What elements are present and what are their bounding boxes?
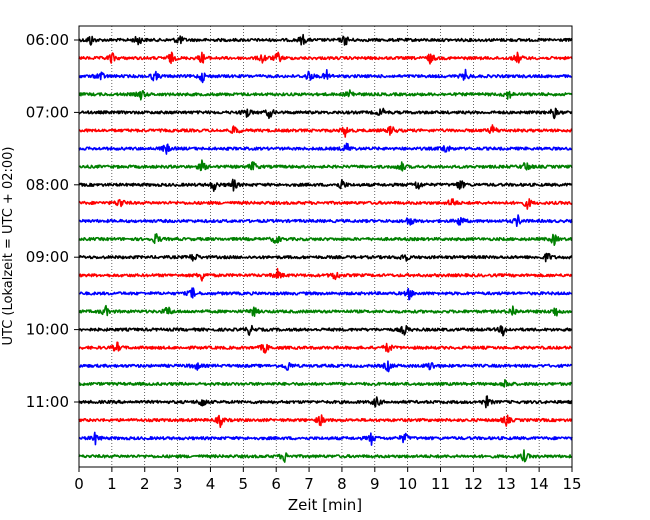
x-tick-label: 3 <box>173 475 183 493</box>
y-tick-label: 07:00 <box>26 103 69 121</box>
trace-0645 <box>78 89 573 101</box>
trace-0930 <box>78 287 573 301</box>
trace-0745 <box>78 159 573 172</box>
y-axis-label: UTC (Lokalzeit = UTC + 02:00) <box>1 147 16 346</box>
trace-0700 <box>78 107 573 120</box>
y-axis: 06:00 07:00 08:00 09:00 10:00 11:00 <box>26 31 79 411</box>
x-tick-label: 14 <box>530 475 549 493</box>
x-tick-label: 6 <box>271 475 281 493</box>
y-tick-label: 10:00 <box>26 321 69 339</box>
x-tick-label: 9 <box>370 475 380 493</box>
trace-1130 <box>78 431 573 446</box>
x-tick-label: 11 <box>431 475 450 493</box>
trace-0830 <box>78 214 573 228</box>
y-tick-label: 11:00 <box>26 393 69 411</box>
x-tick-label: 8 <box>337 475 347 493</box>
x-tick-label: 12 <box>464 475 483 493</box>
x-tick-label: 2 <box>140 475 150 493</box>
trace-0900 <box>78 252 573 263</box>
x-axis-label: Zeit [min] <box>288 496 362 514</box>
trace-0615 <box>78 51 573 65</box>
x-tick-label: 5 <box>239 475 249 493</box>
trace-0715 <box>78 124 573 138</box>
x-tick-label: 4 <box>206 475 216 493</box>
trace-1000 <box>78 324 573 337</box>
trace-0845 <box>78 233 573 246</box>
x-tick-label: 13 <box>497 475 516 493</box>
y-tick-label: 06:00 <box>26 31 69 49</box>
trace-1145 <box>78 449 573 463</box>
trace-0800 <box>78 178 573 192</box>
x-tick-label: 10 <box>398 475 417 493</box>
trace-1115 <box>78 414 573 429</box>
trace-0730 <box>78 142 573 155</box>
trace-1015 <box>78 341 573 354</box>
traces <box>78 33 573 463</box>
plot-frame <box>78 25 573 468</box>
trace-0915 <box>78 267 573 282</box>
trace-0630 <box>78 68 573 84</box>
trace-0815 <box>78 198 573 210</box>
trace-1045 <box>78 378 573 388</box>
trace-1030 <box>78 360 573 373</box>
x-tick-label: 7 <box>304 475 314 493</box>
trace-0945 <box>78 304 573 317</box>
x-tick-label: 1 <box>107 475 117 493</box>
y-tick-label: 09:00 <box>26 248 69 266</box>
x-axis: 0 1 2 3 4 5 6 7 8 9 10 11 12 13 14 15 <box>74 467 582 493</box>
trace-0600 <box>78 33 573 46</box>
x-tick-label: 0 <box>74 475 84 493</box>
y-tick-label: 08:00 <box>26 176 69 194</box>
trace-1100 <box>78 395 573 409</box>
x-tick-label: 15 <box>562 475 581 493</box>
